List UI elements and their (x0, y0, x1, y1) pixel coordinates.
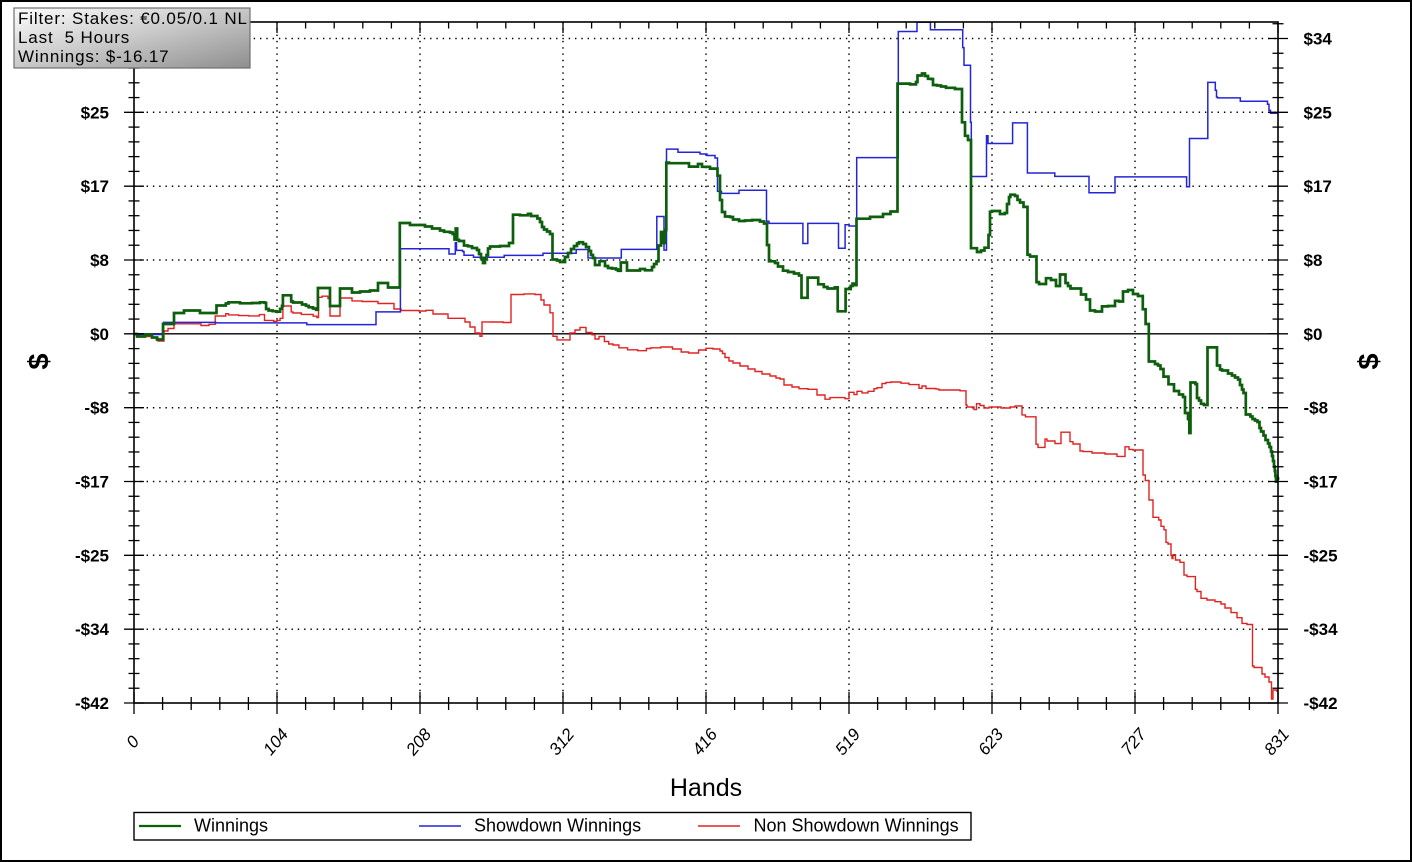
svg-text:-$17: -$17 (1304, 473, 1338, 492)
svg-text:Winnings: Winnings (194, 816, 268, 836)
svg-text:519: 519 (831, 725, 864, 759)
svg-text:$25: $25 (81, 103, 109, 122)
svg-text:$: $ (24, 353, 56, 369)
svg-text:623: 623 (974, 725, 1007, 759)
svg-text:$25: $25 (1304, 103, 1332, 122)
svg-text:$8: $8 (90, 251, 109, 270)
svg-text:-$8: -$8 (84, 399, 109, 418)
svg-text:0: 0 (122, 732, 143, 752)
svg-text:-$42: -$42 (1304, 694, 1338, 713)
svg-text:104: 104 (259, 725, 292, 759)
svg-text:Hands: Hands (670, 774, 742, 802)
svg-text:208: 208 (402, 725, 436, 760)
svg-text:$17: $17 (1304, 177, 1332, 196)
svg-text:-$34: -$34 (1304, 620, 1339, 639)
svg-text:$: $ (1354, 353, 1386, 369)
svg-text:312: 312 (545, 725, 578, 759)
svg-text:$34: $34 (1304, 30, 1333, 49)
svg-text:-$8: -$8 (1304, 399, 1329, 418)
svg-text:-$25: -$25 (1304, 546, 1338, 565)
svg-text:Last 5 Hours: Last 5 Hours (18, 28, 130, 47)
svg-text:Winnings: $-16.17: Winnings: $-16.17 (18, 47, 169, 66)
svg-text:Non Showdown Winnings: Non Showdown Winnings (754, 816, 959, 836)
svg-text:416: 416 (688, 725, 721, 759)
svg-text:$8: $8 (1304, 251, 1323, 270)
svg-text:-$17: -$17 (75, 473, 109, 492)
svg-text:-$34: -$34 (75, 620, 110, 639)
svg-text:Showdown Winnings: Showdown Winnings (474, 816, 641, 836)
svg-text:831: 831 (1260, 725, 1293, 759)
svg-text:Filter: Stakes: €0.05/0.1 NL: Filter: Stakes: €0.05/0.1 NL (18, 9, 248, 28)
svg-text:727: 727 (1117, 725, 1150, 759)
svg-text:-$25: -$25 (75, 546, 109, 565)
svg-text:$17: $17 (81, 177, 109, 196)
svg-text:$0: $0 (1304, 325, 1323, 344)
svg-text:-$42: -$42 (75, 694, 109, 713)
svg-text:$0: $0 (90, 325, 109, 344)
